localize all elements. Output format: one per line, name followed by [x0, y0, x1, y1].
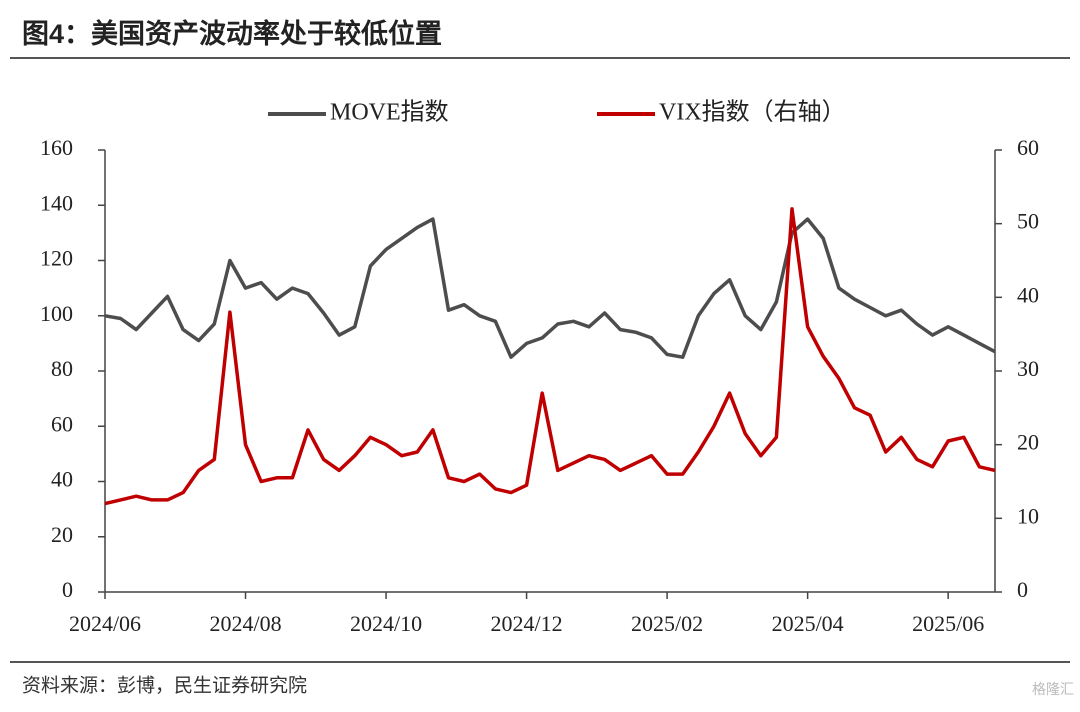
- y-tick-label: 20: [51, 522, 73, 547]
- x-tick-label: 2025/04: [772, 611, 844, 636]
- y2-tick-label: 10: [1017, 503, 1039, 528]
- y-tick-label: 0: [62, 577, 73, 602]
- y-tick-label: 140: [40, 190, 73, 215]
- y2-tick-label: 40: [1017, 282, 1039, 307]
- source: 资料来源：彭博，民生证券研究院: [22, 675, 307, 697]
- legend-label: MOVE指数: [330, 99, 449, 126]
- series-line: [104, 207, 996, 506]
- y-tick-label: 60: [51, 411, 73, 436]
- x-tick-label: 2024/10: [350, 611, 422, 636]
- y2-tick-label: 50: [1017, 209, 1039, 234]
- y2-tick-label: 0: [1017, 577, 1028, 602]
- y-tick-label: 120: [40, 246, 73, 271]
- legend-label: VIX指数（右轴）: [659, 99, 846, 126]
- y-tick-label: 100: [40, 301, 73, 326]
- x-tick-label: 2025/02: [631, 611, 703, 636]
- watermark: 格隆汇: [1032, 682, 1074, 698]
- series-line: [104, 217, 996, 359]
- y2-tick-label: 60: [1017, 135, 1039, 160]
- y-tick-label: 160: [40, 135, 73, 160]
- y2-tick-label: 30: [1017, 356, 1039, 381]
- y-tick-label: 40: [51, 467, 73, 492]
- x-tick-label: 2024/06: [69, 611, 141, 636]
- x-tick-label: 2024/08: [209, 611, 281, 636]
- chart-title: 图4：美国资产波动率处于较低位置: [22, 18, 442, 49]
- x-tick-label: 2025/06: [912, 611, 984, 636]
- y-tick-label: 80: [51, 356, 73, 381]
- x-tick-label: 2024/12: [491, 611, 563, 636]
- y2-tick-label: 20: [1017, 430, 1039, 455]
